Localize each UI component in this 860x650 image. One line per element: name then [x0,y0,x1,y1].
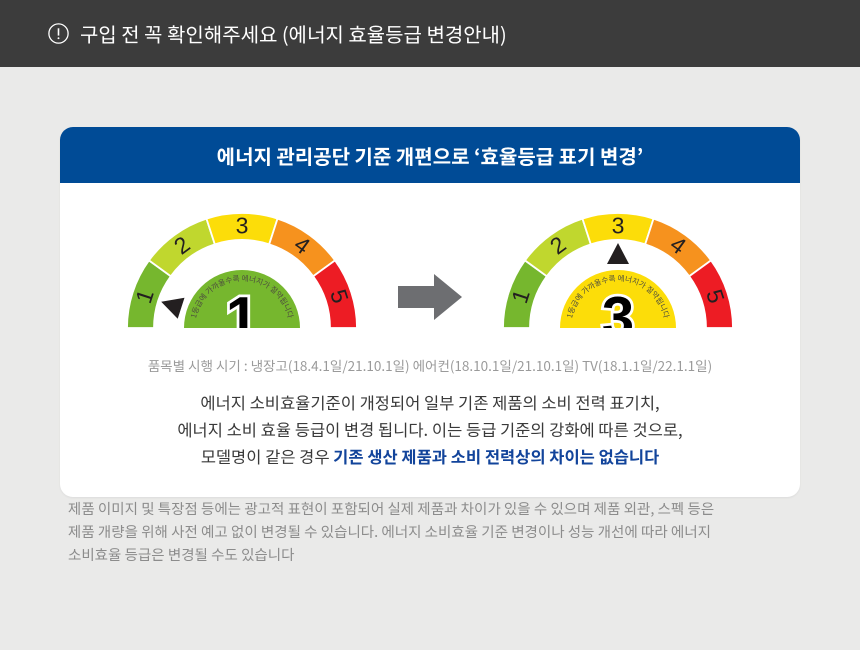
svg-text:1: 1 [226,286,258,329]
svg-text:3: 3 [612,213,625,239]
svg-text:3: 3 [236,213,249,239]
svg-text:3: 3 [602,286,634,329]
